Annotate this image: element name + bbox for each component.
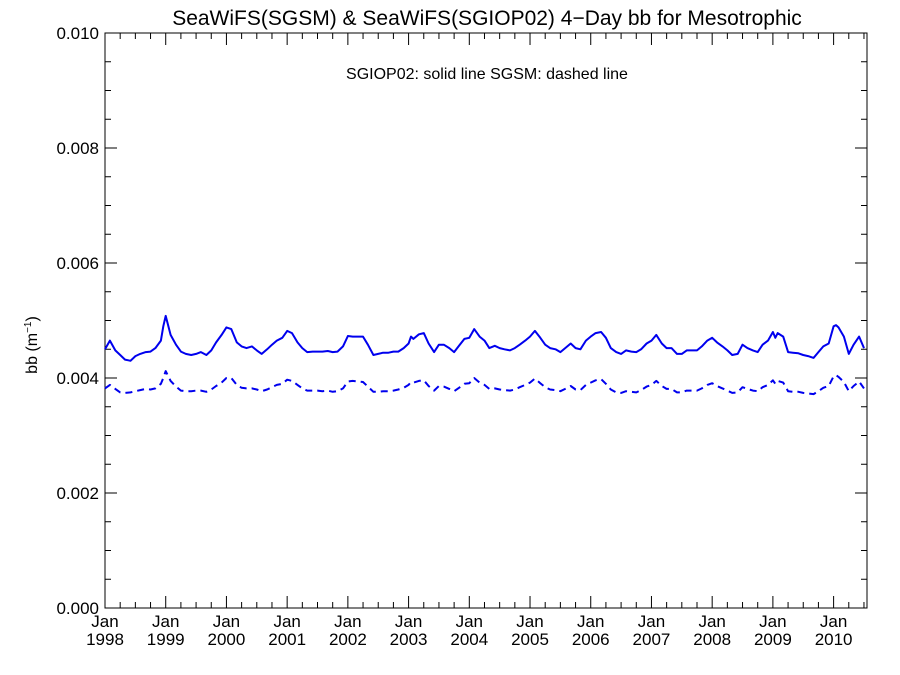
line-style-legend: SGIOP02: solid line SGSM: dashed line bbox=[346, 66, 628, 83]
y-tick-label: 0.010 bbox=[56, 24, 99, 43]
y-tick-label: 0.008 bbox=[56, 139, 99, 158]
x-tick-month-label: Jan bbox=[273, 612, 300, 631]
y-tick-label: 0.002 bbox=[56, 484, 99, 503]
x-tick-year-label: 2005 bbox=[511, 630, 549, 649]
sgiop02-solid-line bbox=[104, 314, 865, 362]
x-tick-month-label: Jan bbox=[91, 612, 118, 631]
x-tick-month-label: Jan bbox=[213, 612, 240, 631]
sgsm-dashed-line bbox=[104, 370, 865, 396]
x-tick-month-label: Jan bbox=[577, 612, 604, 631]
x-tick-month-label: Jan bbox=[698, 612, 725, 631]
plot-frame bbox=[104, 32, 868, 609]
y-axis: 0.000 0.002 0.004 0.006 0.008 0.010 bbox=[56, 24, 867, 618]
x-tick-year-label: 2006 bbox=[572, 630, 610, 649]
x-tick-year-label: 2003 bbox=[390, 630, 428, 649]
x-tick-year-label: 2010 bbox=[815, 630, 853, 649]
y-tick-label: 0.004 bbox=[56, 369, 99, 388]
x-tick-year-label: 2008 bbox=[693, 630, 731, 649]
x-tick-year-label: 2001 bbox=[268, 630, 306, 649]
x-tick-year-label: 2004 bbox=[450, 630, 488, 649]
x-tick-month-label: Jan bbox=[638, 612, 665, 631]
x-tick-month-label: Jan bbox=[759, 612, 786, 631]
x-tick-year-label: 2007 bbox=[633, 630, 671, 649]
x-tick-year-label: 2002 bbox=[329, 630, 367, 649]
x-axis: Jan1998Jan1999Jan2000Jan2001Jan2002Jan20… bbox=[86, 33, 865, 649]
x-tick-year-label: 1999 bbox=[147, 630, 185, 649]
y-tick-label: 0.006 bbox=[56, 254, 99, 273]
x-tick-month-label: Jan bbox=[820, 612, 847, 631]
x-tick-year-label: 1998 bbox=[86, 630, 124, 649]
x-tick-month-label: Jan bbox=[152, 612, 179, 631]
x-tick-month-label: Jan bbox=[334, 612, 361, 631]
x-tick-month-label: Jan bbox=[516, 612, 543, 631]
y-axis-label: bb (m−1) bbox=[23, 316, 41, 374]
x-tick-month-label: Jan bbox=[395, 612, 422, 631]
x-tick-month-label: Jan bbox=[456, 612, 483, 631]
plot-area bbox=[104, 314, 865, 396]
chart-title: SeaWiFS(SGSM) & SeaWiFS(SGIOP02) 4−Day b… bbox=[172, 7, 802, 30]
y-tick-label: 0.000 bbox=[56, 599, 99, 618]
x-tick-year-label: 2000 bbox=[208, 630, 246, 649]
x-tick-year-label: 2009 bbox=[754, 630, 792, 649]
